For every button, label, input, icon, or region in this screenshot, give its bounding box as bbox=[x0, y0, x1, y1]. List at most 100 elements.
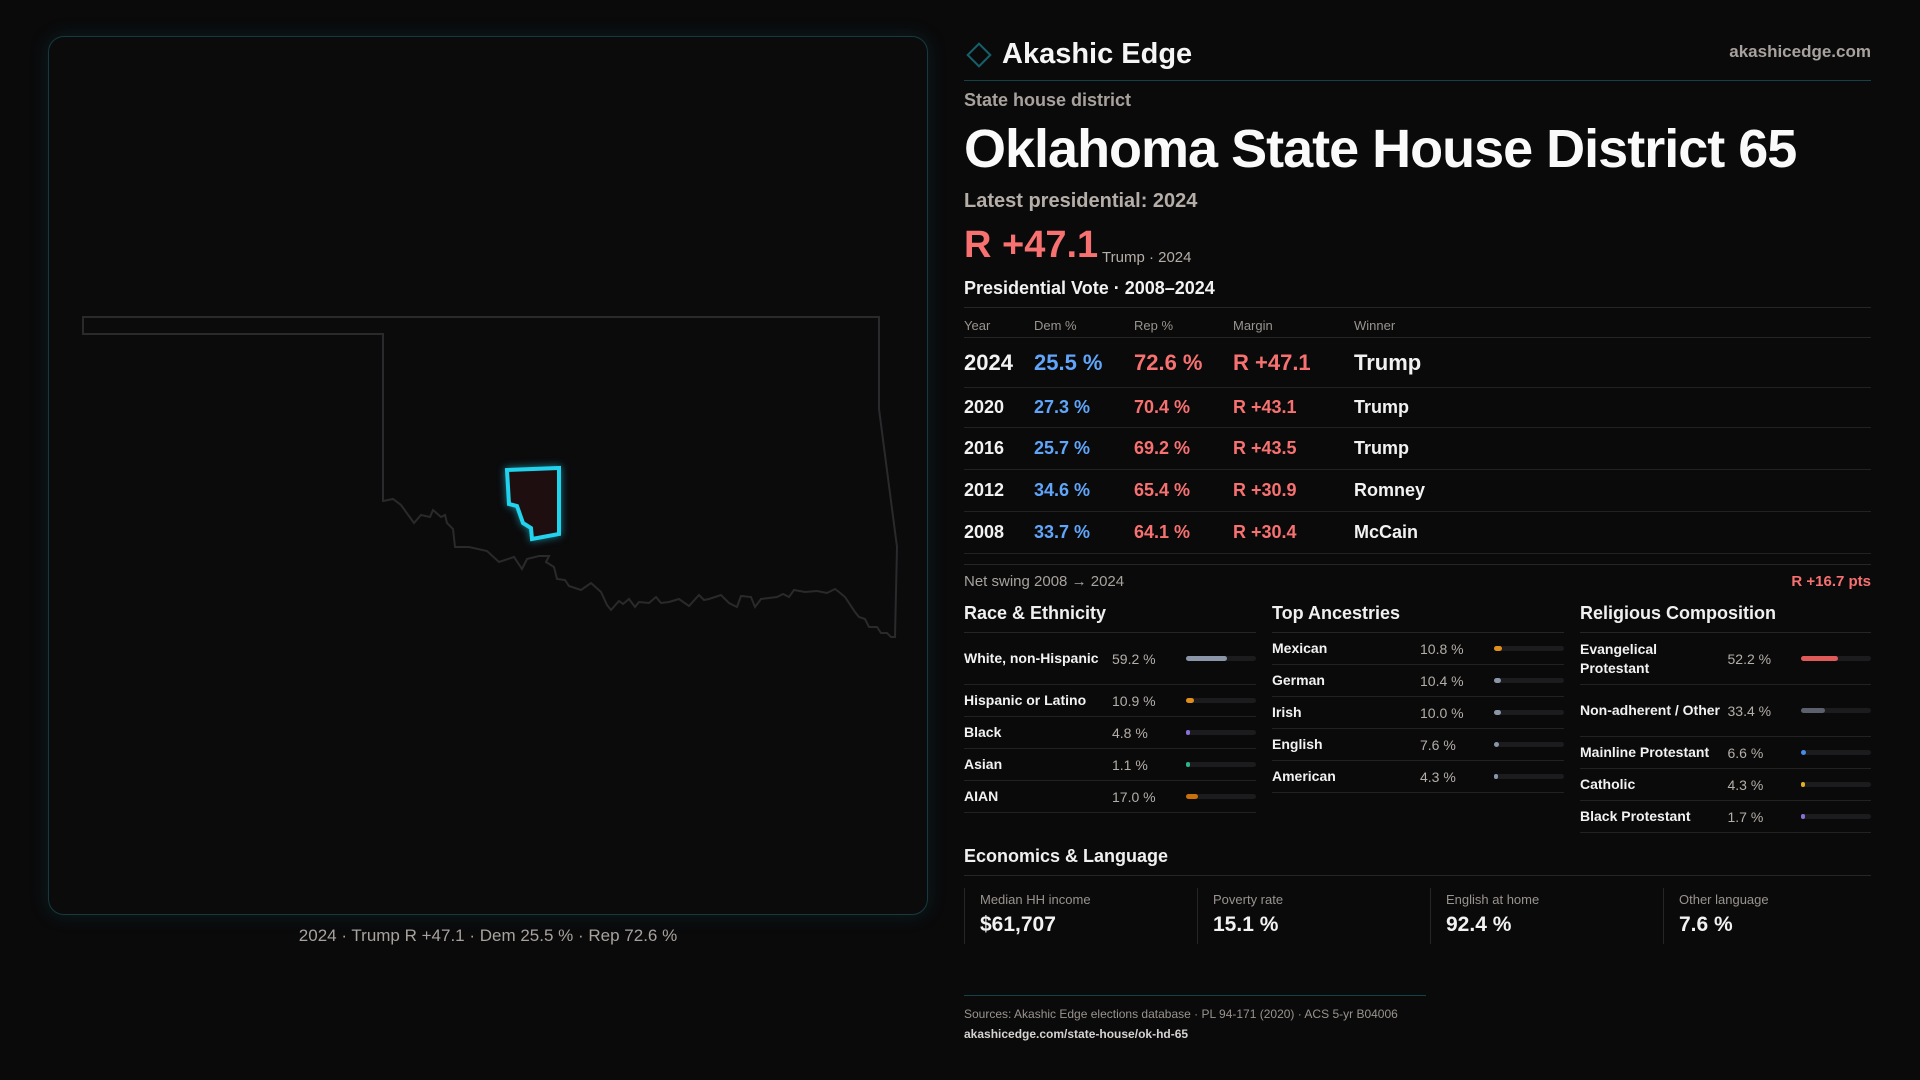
race-pct: 1.1 % bbox=[1112, 756, 1148, 773]
map-caption: 2024 · Trump R +47.1 · Dem 25.5 % · Rep … bbox=[298, 926, 678, 945]
row-year: 2020 bbox=[964, 396, 1005, 417]
ancestry-pct: 10.0 % bbox=[1420, 704, 1464, 721]
brand-name: Akashic Edge bbox=[1002, 38, 1193, 70]
econ-card: English at home 92.4 % bbox=[1430, 888, 1663, 944]
religion-row: Non-adherent / Other 33.4 % bbox=[1580, 685, 1872, 737]
district-map[interactable] bbox=[49, 37, 929, 916]
presidential-vote-title: Presidential Vote · 2008–2024 bbox=[964, 278, 1215, 298]
religion-bar-fill bbox=[1801, 782, 1806, 787]
religion-bar bbox=[1801, 814, 1872, 819]
religion-bar-fill bbox=[1801, 656, 1838, 661]
race-pct: 4.8 % bbox=[1112, 724, 1148, 741]
row-winner: McCain bbox=[1354, 522, 1419, 542]
divider bbox=[1580, 632, 1871, 633]
race-bar bbox=[1186, 656, 1256, 661]
row-year: 2008 bbox=[964, 522, 1005, 542]
ancestry-row: Mexican 10.8 % bbox=[1272, 633, 1564, 665]
row-dem: 34.6 % bbox=[1034, 480, 1091, 500]
ancestry-label: Irish bbox=[1272, 704, 1302, 720]
religion-row: Catholic 4.3 % bbox=[1580, 769, 1872, 801]
race-label: White, non-Hispanic bbox=[964, 650, 1099, 666]
district-65-shape[interactable] bbox=[504, 465, 561, 542]
map-panel[interactable] bbox=[48, 36, 928, 915]
race-label: Black bbox=[964, 724, 1002, 740]
row-dem: 33.7 % bbox=[1034, 522, 1091, 542]
race-pct: 59.2 % bbox=[1112, 650, 1156, 667]
divider bbox=[964, 632, 1256, 633]
race-label: Hispanic or Latino bbox=[964, 692, 1087, 708]
race-bar bbox=[1186, 794, 1256, 799]
religion-pct: 6.6 % bbox=[1727, 744, 1764, 761]
sources: Sources: Akashic Edge elections database… bbox=[964, 1007, 1398, 1021]
table-header: Year Dem % Rep % Margin Winner bbox=[964, 313, 1871, 337]
ancestry-bar bbox=[1494, 710, 1564, 715]
row-rep: 70.4 % bbox=[1134, 396, 1191, 417]
brand-logo[interactable]: Akashic Edge bbox=[964, 38, 1192, 71]
divider bbox=[1272, 632, 1564, 633]
race-row: Hispanic or Latino 10.9 % bbox=[964, 685, 1256, 717]
page-title: Oklahoma State House District 65 bbox=[964, 119, 1797, 179]
net-swing-label: Net swing 2008 → 2024 bbox=[964, 573, 1125, 590]
ancestry-row: American 4.3 % bbox=[1272, 761, 1564, 793]
religion-bar-fill bbox=[1801, 708, 1825, 713]
econ-card-label: Median HH income bbox=[980, 892, 1091, 907]
econ-card: Other language 7.6 % bbox=[1663, 888, 1896, 944]
religion-row: Evangelical Protestant 52.2 % bbox=[1580, 633, 1872, 685]
row-rep: 69.2 % bbox=[1134, 438, 1191, 458]
religion-pct: 1.7 % bbox=[1727, 808, 1764, 825]
col-rep: Rep % bbox=[1134, 317, 1174, 333]
ancestry-row: Irish 10.0 % bbox=[1272, 697, 1564, 729]
col-winner: Winner bbox=[1354, 317, 1396, 333]
econ-card-value: 7.6 % bbox=[1679, 913, 1733, 936]
ancestry-bar bbox=[1494, 646, 1564, 651]
race-bar bbox=[1186, 730, 1256, 735]
econ-card-value: $61,707 bbox=[980, 913, 1056, 936]
row-margin: R +30.4 bbox=[1233, 522, 1297, 542]
net-swing-value: R +16.7 pts bbox=[1791, 573, 1871, 590]
religion-pct: 52.2 % bbox=[1727, 650, 1772, 667]
religion-label: Evangelical Protestant bbox=[1580, 640, 1658, 676]
row-margin: R +30.9 bbox=[1233, 480, 1297, 500]
table-row: 2012 34.6 % 65.4 % R +30.9 Romney bbox=[964, 470, 1871, 512]
table-row: 2016 25.7 % 69.2 % R +43.5 Trump bbox=[964, 428, 1871, 470]
ancestry-pct: 7.6 % bbox=[1420, 736, 1456, 753]
religion-bar bbox=[1801, 750, 1872, 755]
religion-bar bbox=[1801, 708, 1872, 713]
header-divider bbox=[964, 80, 1871, 81]
page-url[interactable]: akashicedge.com/state-house/ok-hd-65 bbox=[964, 1027, 1189, 1041]
row-year: 2016 bbox=[964, 438, 1005, 458]
footer-divider bbox=[964, 995, 1426, 996]
divider bbox=[964, 337, 1871, 338]
religion-pct: 4.3 % bbox=[1727, 776, 1764, 793]
religion-label: Black Protestant bbox=[1580, 808, 1691, 824]
econ-card: Poverty rate 15.1 % bbox=[1197, 888, 1430, 944]
col-year: Year bbox=[964, 317, 991, 333]
race-bar-fill bbox=[1186, 656, 1228, 661]
row-margin: R +43.1 bbox=[1233, 396, 1297, 417]
ancestry-label: American bbox=[1272, 768, 1336, 784]
site-link[interactable]: akashicedge.com bbox=[1729, 42, 1871, 61]
divider bbox=[964, 307, 1871, 308]
ancestry-bar bbox=[1494, 742, 1564, 747]
religion-row: Mainline Protestant 6.6 % bbox=[1580, 737, 1872, 769]
row-dem: 25.7 % bbox=[1034, 438, 1091, 458]
race-bar-fill bbox=[1186, 794, 1198, 799]
headline-winner-year: Trump · 2024 bbox=[1102, 249, 1192, 266]
district-type: State house district bbox=[964, 90, 1132, 110]
col-margin: Margin bbox=[1233, 317, 1273, 333]
econ-title: Economics & Language bbox=[964, 846, 1169, 866]
row-margin: R +43.5 bbox=[1233, 438, 1297, 458]
religion-bar bbox=[1801, 782, 1872, 787]
table-row: 2020 27.3 % 70.4 % R +43.1 Trump bbox=[964, 387, 1871, 428]
religion-pct: 33.4 % bbox=[1727, 702, 1772, 719]
divider bbox=[964, 875, 1871, 876]
ancestry-bar-fill bbox=[1494, 774, 1498, 779]
ancestry-title: Top Ancestries bbox=[1272, 603, 1401, 623]
row-dem: 25.5 % bbox=[1034, 349, 1103, 375]
econ-card: Median HH income $61,707 bbox=[964, 888, 1197, 944]
race-title: Race & Ethnicity bbox=[964, 603, 1107, 623]
row-winner: Trump bbox=[1354, 396, 1410, 417]
row-rep: 65.4 % bbox=[1134, 480, 1191, 500]
ancestry-pct: 4.3 % bbox=[1420, 768, 1456, 785]
row-rep: 72.6 % bbox=[1134, 349, 1203, 375]
